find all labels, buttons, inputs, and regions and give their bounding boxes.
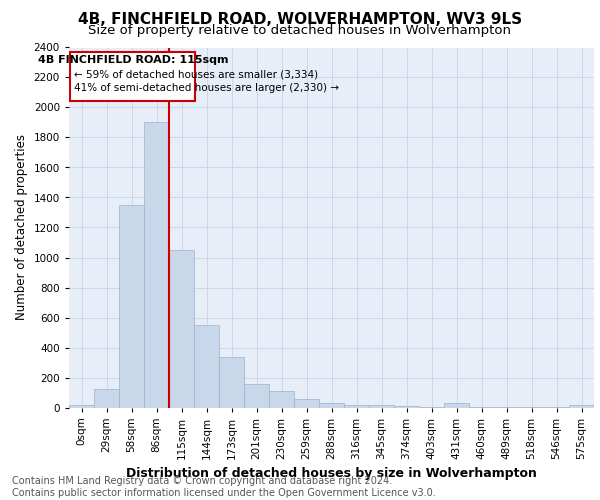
- Bar: [494, 407, 519, 408]
- Bar: [219, 356, 244, 408]
- Bar: [544, 407, 569, 408]
- Bar: [469, 407, 494, 408]
- Bar: [69, 404, 94, 407]
- Bar: [194, 325, 219, 407]
- Y-axis label: Number of detached properties: Number of detached properties: [15, 134, 28, 320]
- Bar: [394, 406, 419, 407]
- Bar: [244, 384, 269, 407]
- Bar: [144, 122, 169, 408]
- X-axis label: Distribution of detached houses by size in Wolverhampton: Distribution of detached houses by size …: [126, 467, 537, 480]
- Text: 4B FINCHFIELD ROAD: 115sqm: 4B FINCHFIELD ROAD: 115sqm: [37, 55, 228, 65]
- Text: 4B, FINCHFIELD ROAD, WOLVERHAMPTON, WV3 9LS: 4B, FINCHFIELD ROAD, WOLVERHAMPTON, WV3 …: [78, 12, 522, 28]
- Bar: [269, 391, 294, 407]
- Bar: [419, 407, 444, 408]
- Bar: [294, 398, 319, 407]
- Bar: [519, 407, 544, 408]
- Bar: [344, 404, 369, 407]
- Bar: [119, 205, 144, 408]
- Bar: [369, 405, 394, 407]
- Text: 41% of semi-detached houses are larger (2,330) →: 41% of semi-detached houses are larger (…: [74, 84, 339, 94]
- Bar: [94, 389, 119, 407]
- Text: Contains HM Land Registry data © Crown copyright and database right 2024.
Contai: Contains HM Land Registry data © Crown c…: [12, 476, 436, 498]
- Bar: [169, 250, 194, 408]
- FancyBboxPatch shape: [70, 52, 195, 102]
- Text: ← 59% of detached houses are smaller (3,334): ← 59% of detached houses are smaller (3,…: [74, 70, 318, 80]
- Text: Size of property relative to detached houses in Wolverhampton: Size of property relative to detached ho…: [89, 24, 511, 37]
- Bar: [569, 404, 594, 407]
- Bar: [319, 403, 344, 407]
- Bar: [444, 403, 469, 407]
